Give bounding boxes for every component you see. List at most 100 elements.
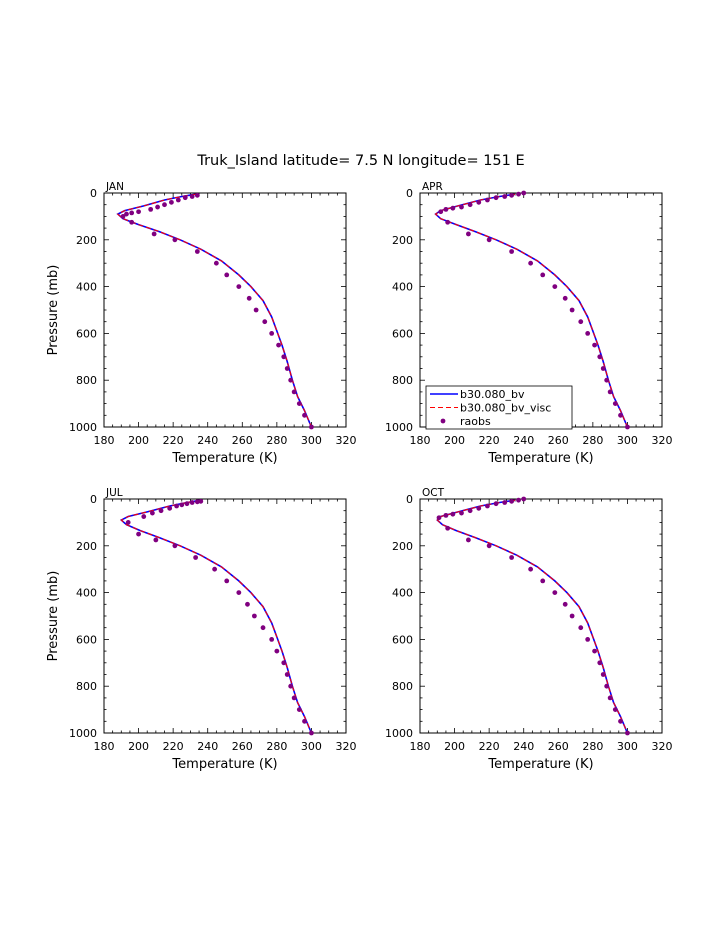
x-tick-label: 200 <box>444 434 465 447</box>
raobs-point <box>288 683 294 689</box>
x-tick-label: 320 <box>336 434 357 447</box>
x-tick-label: 180 <box>410 740 431 753</box>
raobs-point <box>476 505 482 511</box>
raobs-point <box>224 578 230 584</box>
raobs-point <box>194 499 200 505</box>
raobs-point <box>516 497 521 503</box>
raobs-point <box>184 501 190 507</box>
x-tick-label: 260 <box>232 434 253 447</box>
raobs-point <box>129 219 135 225</box>
raobs-point <box>291 389 297 395</box>
raobs-point <box>276 342 281 348</box>
raobs-point <box>194 249 200 254</box>
raobs-point <box>129 210 135 216</box>
raobs-point <box>445 219 451 225</box>
panel-label-jan: JAN <box>105 181 124 193</box>
raobs-point <box>578 319 584 325</box>
raobs-point <box>212 566 218 572</box>
raobs-point <box>194 192 200 198</box>
panel-label-jul: JUL <box>105 487 123 499</box>
x-tick-label: 300 <box>301 740 322 753</box>
raobs-point <box>172 237 178 243</box>
panels: 180 200 220 240 260 280 300 320 0 200 400 600 800 100… <box>46 181 673 772</box>
raobs-point <box>148 206 154 212</box>
raobs-point <box>450 511 456 517</box>
raobs-point <box>288 377 294 383</box>
raobs-point <box>136 209 141 215</box>
raobs-point <box>540 272 546 278</box>
raobs-point <box>281 660 287 666</box>
x-tick-label: 180 <box>94 740 115 753</box>
y-tick-label: 400 <box>76 281 97 294</box>
y-tick-label: 800 <box>76 374 97 387</box>
x-tick-label: 240 <box>513 434 534 447</box>
raobs-point <box>172 543 178 549</box>
x-tick-label: 240 <box>197 434 218 447</box>
raobs-point <box>189 500 195 505</box>
raobs-point <box>174 503 180 509</box>
raobs-point <box>467 202 473 208</box>
series-line-b30-080-bv <box>119 499 313 734</box>
raobs-point <box>509 249 515 254</box>
y-tick-label: 200 <box>392 234 413 247</box>
raobs-point <box>600 672 606 677</box>
x-tick-label: 180 <box>410 434 431 447</box>
x-tick-label: 220 <box>479 740 500 753</box>
y-tick-label: 600 <box>392 633 413 646</box>
series-line-b30-080-bv-visc <box>436 499 628 734</box>
raobs-point <box>309 730 314 736</box>
raobs-point <box>141 514 147 519</box>
raobs-point <box>274 648 280 654</box>
legend-label: raobs <box>460 415 491 428</box>
raobs-point <box>179 502 185 508</box>
x-tick-label: 300 <box>301 434 322 447</box>
raobs-point <box>578 625 584 631</box>
raobs-point <box>476 199 482 205</box>
y-tick-label: 400 <box>392 587 413 600</box>
raobs-point <box>486 237 492 243</box>
raobs-point <box>262 319 268 325</box>
x-tick-label: 280 <box>266 434 287 447</box>
y-tick-label: 200 <box>392 540 413 553</box>
raobs-point <box>443 512 449 518</box>
y-tick-label: 200 <box>76 540 97 553</box>
x-tick-label: 320 <box>652 740 673 753</box>
raobs-point <box>502 194 508 199</box>
raobs-point <box>618 718 623 724</box>
raobs-point <box>592 342 597 348</box>
raobs-point <box>120 214 126 219</box>
raobs-point <box>189 194 195 199</box>
raobs-point <box>540 578 546 584</box>
raobs-point <box>516 191 521 197</box>
y-axis-label: Pressure (mb) <box>46 265 61 356</box>
raobs-point <box>604 683 610 689</box>
series-line-b30-080-bv <box>116 193 313 428</box>
raobs-point <box>607 389 613 395</box>
x-tick-label: 260 <box>232 740 253 753</box>
raobs-point <box>125 520 131 525</box>
raobs-point <box>493 195 499 201</box>
x-tick-label: 320 <box>336 740 357 753</box>
raobs-point <box>450 205 456 211</box>
x-tick-label: 180 <box>94 434 115 447</box>
raobs-point <box>585 637 591 642</box>
y-tick-label: 0 <box>90 187 97 200</box>
y-tick-label: 600 <box>76 327 97 340</box>
plot-frame <box>103 192 347 428</box>
y-tick-label: 200 <box>76 234 97 247</box>
raobs-point <box>251 613 257 619</box>
raobs-point <box>136 531 141 537</box>
raobs-point <box>509 192 515 198</box>
panel-label-oct: OCT <box>422 487 445 499</box>
raobs-point <box>467 508 473 514</box>
panel-jul: 180 200 220 240 260 280 300 320 0 200 400 600 800 100… <box>46 487 357 772</box>
y-tick-label: 400 <box>392 281 413 294</box>
raobs-point <box>269 331 275 336</box>
raobs-point <box>253 307 259 313</box>
series-line-b30-080-bv <box>436 499 629 734</box>
y-tick-label: 800 <box>392 374 413 387</box>
raobs-point <box>436 515 442 521</box>
x-tick-label: 260 <box>548 434 569 447</box>
raobs-point <box>246 295 252 301</box>
